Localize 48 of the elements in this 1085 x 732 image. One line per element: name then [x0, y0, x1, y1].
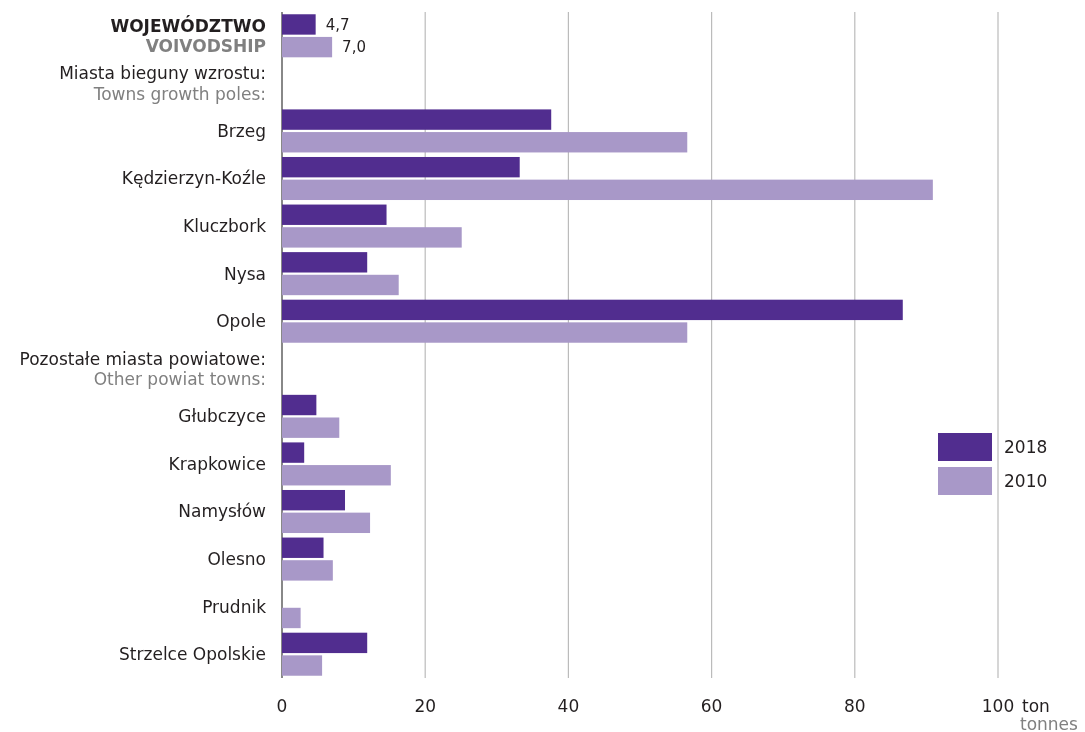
- y-tick-label: Opole: [216, 311, 266, 332]
- bar: [282, 417, 340, 438]
- y-tick-label: Krapkowice: [168, 453, 266, 474]
- text: Miasta bieguny wzrostu: Towns growth poles:: [59, 63, 266, 104]
- bar: [282, 537, 324, 558]
- bar: [282, 36, 333, 58]
- x-tick-label: 100: [981, 696, 1015, 716]
- bar: [282, 512, 371, 534]
- bar: [282, 607, 301, 629]
- y-tick-label: Kędzierzyn-Koźle: [121, 168, 266, 189]
- legend-label: 2010: [1004, 470, 1048, 491]
- y-tick-label: Namysłów: [178, 501, 267, 522]
- bar: [282, 394, 317, 416]
- bar: [282, 632, 368, 654]
- bar: [282, 179, 933, 201]
- y-tick-label: Nysa: [223, 263, 266, 284]
- bar: [282, 14, 316, 35]
- bar: [282, 227, 462, 248]
- x-tick-label: 40: [557, 696, 580, 716]
- bar: [282, 655, 323, 676]
- y-tick-label: Głubczyce: [178, 406, 266, 427]
- bar: [282, 299, 903, 321]
- bar: [282, 252, 368, 273]
- bar: [282, 132, 688, 153]
- bar: [282, 560, 333, 581]
- bar: [282, 109, 552, 130]
- text: Pozostałe miasta powiatowe: Other powiat towns:: [19, 348, 266, 390]
- bar: [282, 204, 387, 225]
- y-tick-label: Kluczbork: [183, 216, 267, 237]
- y-tick-label: Strzelce Opolskie: [119, 644, 266, 665]
- bar: [282, 156, 520, 178]
- bar: [282, 465, 391, 486]
- y-tick-label: Olesno: [207, 549, 266, 570]
- y-tick-label: Prudnik: [202, 596, 267, 617]
- y-tick-label: WOJEWÓDZTWO VOIVODSHIP: [110, 14, 266, 57]
- data-label: 7,0: [342, 38, 366, 57]
- x-tick-label: 60: [700, 696, 723, 716]
- bar: [282, 442, 305, 463]
- legend-label: 2018: [1004, 436, 1048, 457]
- x-tick-label: 0: [276, 696, 288, 716]
- y-tick-label: Brzeg: [217, 120, 266, 141]
- bar: [282, 274, 399, 296]
- x-tick-label: 20: [414, 696, 437, 716]
- bar: [282, 489, 346, 511]
- data-label: 4,7: [325, 15, 350, 34]
- x-axis-title: ton tonnes: [1020, 696, 1079, 732]
- x-tick-label: 80: [843, 696, 866, 716]
- bar: [282, 322, 688, 343]
